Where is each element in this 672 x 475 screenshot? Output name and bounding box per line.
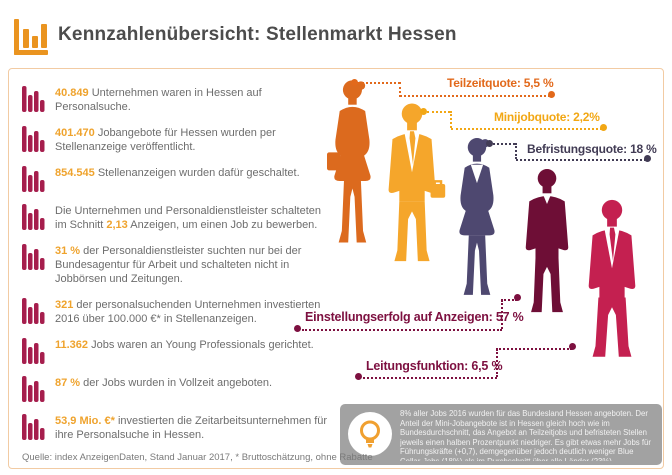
stat-text: Die Unternehmen und Personaldienstleiste… (55, 205, 321, 231)
source-text: Quelle: index AnzeigenDaten, Stand Janua… (22, 452, 373, 463)
bar-chart-icon (22, 338, 45, 364)
lightbulb-icon (348, 412, 392, 456)
page-title: Kennzahlenübersicht: Stellenmarkt Hessen (58, 24, 457, 45)
connector-dot (486, 140, 493, 147)
businessman-amber-silhouette (388, 103, 446, 262)
connector-dot (351, 79, 358, 86)
stats-list: 40.849 Unternehmen waren in Hessen auf P… (22, 86, 334, 454)
connector-dot (600, 124, 607, 131)
bar-chart-icon (22, 298, 45, 324)
bar-chart-icon (22, 204, 45, 230)
connector-line (493, 143, 515, 145)
callout-label: Leitungsfunktion: 6,5 % (366, 359, 503, 373)
stat-text: 53,9 Mio. €* investierten die Zeitarbeit… (55, 415, 328, 441)
bar-chart-icon (22, 126, 45, 152)
connector-line (451, 128, 602, 130)
connector-line (400, 95, 550, 97)
stat-item: 11.362 Jobs waren an Young Professionals… (22, 338, 334, 364)
stat-item: 87 % der Jobs wurden in Vollzeit angebot… (22, 376, 334, 402)
connector-line (501, 300, 503, 329)
bar-chart-icon (22, 166, 45, 192)
stat-item: 40.849 Unternehmen waren in Hessen auf P… (22, 86, 334, 114)
connector-line (427, 111, 450, 113)
stat-text: 31 % der Personaldienstleister suchten n… (55, 245, 302, 285)
businessman-crimson-silhouette (588, 199, 636, 357)
bar-chart-icon (14, 19, 48, 55)
stat-text: 87 % der Jobs wurden in Vollzeit angebot… (55, 377, 273, 389)
callout-label: Teilzeitquote: 5,5 % (447, 76, 554, 90)
connector-dot (569, 343, 576, 350)
connector-line (501, 299, 517, 301)
stat-item: 53,9 Mio. €* investierten die Zeitarbeit… (22, 414, 334, 442)
connector-line (363, 377, 497, 379)
stat-item: Die Unternehmen und Personaldienstleiste… (22, 204, 334, 232)
stat-text: 11.362 Jobs waren an Young Professionals… (55, 339, 314, 351)
businesswoman-orange-silhouette (327, 80, 371, 243)
businesswoman-purple-silhouette (459, 138, 495, 295)
connector-dot (420, 108, 427, 115)
callout-label: Einstellungserfolg auf Anzeigen: 57 % (305, 310, 524, 324)
connector-line (496, 348, 572, 350)
connector-dot (294, 325, 301, 332)
stat-text: 321 der personalsuchenden Unternehmen in… (55, 299, 321, 325)
callout-label: Befristungsquote: 18 % (527, 142, 657, 156)
stat-text: 40.849 Unternehmen waren in Hessen auf P… (55, 87, 262, 113)
stat-text: 854.545 Stellenanzeigen wurden dafür ges… (55, 167, 300, 179)
connector-dot (355, 373, 362, 380)
bar-chart-icon (22, 376, 45, 402)
connector-dot (644, 155, 651, 162)
stat-item: 401.470 Jobangebote für Hessen wurden pe… (22, 126, 334, 154)
bar-chart-icon (22, 86, 45, 112)
connector-line (399, 82, 401, 97)
bar-chart-icon (22, 244, 45, 270)
stat-text: 401.470 Jobangebote für Hessen wurden pe… (55, 127, 276, 153)
stat-item: 854.545 Stellenanzeigen wurden dafür ges… (22, 166, 334, 192)
info-box: 8% aller Jobs 2016 wurden für das Bundes… (340, 404, 662, 465)
callout-label: Minijobquote: 2,2% (494, 110, 600, 124)
connector-line (516, 159, 646, 161)
connector-dot (548, 91, 555, 98)
connector-dot (514, 294, 521, 301)
info-text: 8% aller Jobs 2016 wurden für das Bundes… (400, 409, 651, 461)
connector-line (358, 82, 400, 84)
stat-item: 321 der personalsuchenden Unternehmen in… (22, 298, 334, 326)
connector-line (302, 329, 502, 331)
stat-item: 31 % der Personaldienstleister suchten n… (22, 244, 334, 286)
bar-chart-icon (22, 414, 45, 440)
connector-line (496, 349, 498, 377)
connector-line (515, 143, 517, 159)
businessman-maroon-silhouette (525, 169, 569, 313)
connector-line (450, 111, 452, 128)
